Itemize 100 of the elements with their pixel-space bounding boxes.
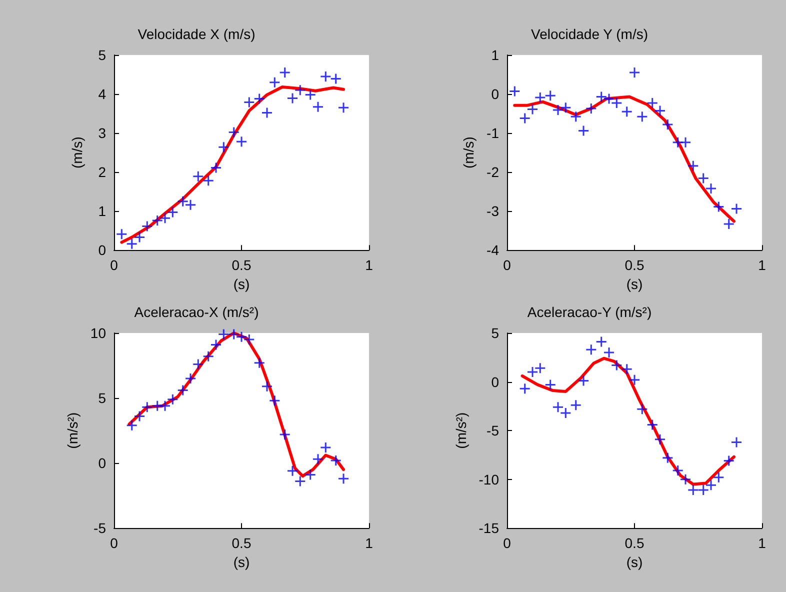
y-tick-label: -1: [486, 125, 500, 142]
x-tick-label: 0.5: [232, 535, 252, 552]
y-axis-title: (m/s²): [452, 412, 469, 449]
y-tick-label: 5: [98, 390, 106, 406]
point: [621, 363, 633, 375]
y-tick-label: 0: [491, 374, 500, 390]
point: [534, 92, 546, 104]
point: [519, 112, 531, 124]
x-tick-label: 0: [503, 257, 512, 274]
point: [159, 400, 171, 412]
y-tick-label: 0: [491, 86, 500, 102]
point: [228, 328, 240, 340]
point: [730, 436, 742, 448]
point: [202, 350, 214, 362]
point: [294, 84, 306, 96]
point: [330, 454, 342, 466]
point: [596, 336, 608, 348]
point: [712, 472, 724, 484]
y-tick-label: 0: [98, 242, 106, 258]
point: [134, 231, 146, 243]
y-tick-label: 1: [491, 47, 500, 63]
point: [723, 218, 735, 230]
y-tick-label: -2: [486, 164, 500, 180]
point: [243, 96, 255, 108]
point: [552, 104, 564, 116]
x-tick-label: 0.5: [232, 257, 252, 274]
chart-title: Aceleracao-X (m/s²): [134, 304, 259, 320]
x-axis-title: (s): [233, 554, 250, 570]
y-tick-label: -10: [478, 471, 500, 488]
x-tick-label: 0: [110, 257, 118, 274]
point: [672, 464, 684, 476]
y-axis-title: (m/s): [69, 136, 85, 168]
point: [338, 102, 350, 114]
point: [218, 328, 230, 340]
y-tick-label: 3: [98, 125, 106, 142]
x-tick-label: 1: [365, 257, 374, 274]
y-tick-label: -4: [486, 242, 500, 258]
point: [698, 172, 710, 184]
point: [705, 479, 717, 491]
point: [687, 160, 699, 172]
y-tick-label: 10: [90, 325, 106, 341]
y-tick-label: 1: [98, 203, 106, 220]
x-axis-title: (s): [626, 276, 643, 292]
point: [184, 372, 196, 384]
point: [261, 107, 273, 118]
point: [526, 366, 538, 378]
point: [526, 103, 538, 115]
point: [152, 214, 164, 226]
point: [286, 92, 298, 104]
point: [570, 399, 582, 411]
chart-title: Velocidade X (m/s): [138, 26, 256, 42]
point: [166, 206, 178, 218]
point: [279, 428, 291, 440]
point: [134, 410, 146, 422]
point: [338, 472, 350, 484]
point: [628, 66, 640, 78]
point: [261, 380, 273, 392]
point: [544, 378, 556, 390]
y-axis-title: (m/s): [460, 136, 477, 168]
point: [585, 344, 597, 356]
y-tick-label: 2: [98, 164, 106, 180]
point: [268, 394, 280, 406]
chart-title: Aceleracao-Y (m/s²): [527, 304, 652, 320]
chart-title: Velocidade Y (m/s): [531, 26, 648, 42]
point: [286, 465, 298, 477]
point: [320, 70, 332, 82]
point: [218, 141, 230, 153]
point: [304, 469, 316, 481]
point: [126, 420, 138, 432]
point: [141, 220, 153, 232]
point: [210, 338, 222, 350]
point: [312, 101, 324, 113]
point: [603, 346, 615, 358]
x-tick-label: 0: [503, 535, 512, 552]
point: [560, 102, 572, 114]
x-tick-label: 0: [110, 535, 118, 552]
point: [279, 66, 291, 78]
y-tick-label: -15: [478, 520, 500, 536]
x-axis-title: (s): [233, 276, 250, 292]
point: [243, 334, 255, 346]
y-tick-label: 5: [98, 47, 106, 63]
point: [159, 212, 171, 224]
point: [662, 452, 674, 464]
point: [116, 228, 128, 240]
point: [228, 126, 240, 138]
y-tick-label: 5: [491, 325, 500, 341]
point: [210, 162, 222, 174]
x-tick-label: 1: [758, 535, 766, 552]
x-tick-label: 0.5: [624, 535, 644, 552]
point: [705, 182, 717, 194]
point: [202, 174, 214, 186]
y-tick-label: 4: [98, 86, 106, 102]
y-axis-title: (m/s²): [64, 412, 81, 449]
point: [166, 394, 178, 406]
x-tick-label: 1: [758, 257, 766, 274]
y-tick-label: 0: [98, 455, 106, 472]
point: [698, 484, 710, 496]
point: [636, 403, 648, 415]
point: [687, 484, 699, 496]
point: [254, 92, 266, 104]
